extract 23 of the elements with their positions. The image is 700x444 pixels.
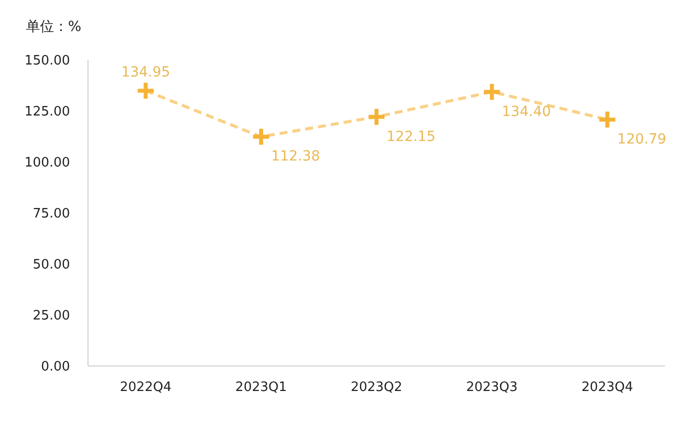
y-tick-label: 0.00 xyxy=(41,360,70,375)
y-axis-title: 单位：% xyxy=(26,18,82,36)
y-tick-label: 75.00 xyxy=(32,206,70,222)
x-tick-label: 2023Q2 xyxy=(350,380,402,396)
text: 120.79 xyxy=(617,132,666,148)
point xyxy=(482,82,502,102)
text: 134.40 xyxy=(502,104,551,120)
point xyxy=(366,106,386,127)
text: 134.95 xyxy=(121,64,170,81)
y-tick-label: 50.00 xyxy=(32,258,70,273)
y-tick-label: 25.00 xyxy=(32,308,70,324)
x-tick-label: 2023Q3 xyxy=(466,380,518,396)
x-tick-label: 2023Q4 xyxy=(582,380,634,396)
point xyxy=(597,110,618,130)
x-tick-label: 2023Q1 xyxy=(235,380,287,396)
y-tick-label: 125.00 xyxy=(24,104,70,120)
y-tick-label: 150.00 xyxy=(24,54,70,69)
x-tick-label: 2022Q4 xyxy=(120,380,172,396)
y-tick-label: 100.00 xyxy=(24,156,70,171)
text: 112.38 xyxy=(271,148,320,165)
point xyxy=(136,80,156,101)
text: 122.15 xyxy=(386,128,436,145)
point xyxy=(251,126,272,147)
